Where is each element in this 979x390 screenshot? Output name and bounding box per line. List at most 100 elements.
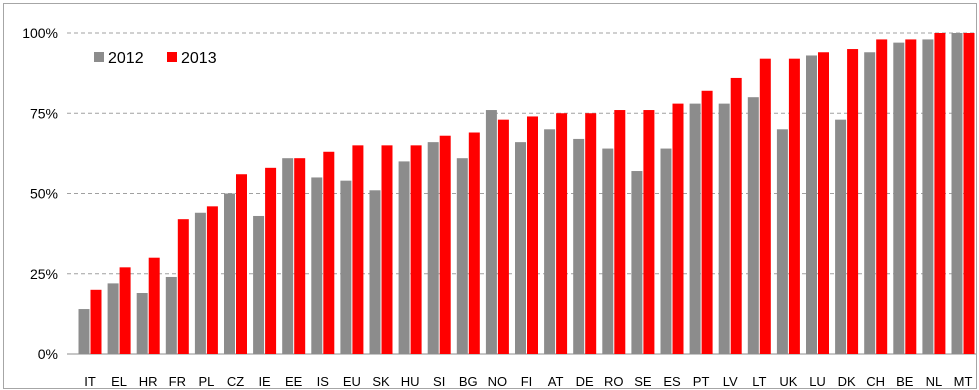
legend: 2012 2013 xyxy=(94,50,217,67)
legend-swatch-2013 xyxy=(167,52,177,62)
x-tick-label: SE xyxy=(634,374,652,389)
bar-2012-BE xyxy=(893,42,905,354)
x-tick-label: PL xyxy=(198,374,214,389)
x-tick-label: FI xyxy=(521,374,533,389)
bar-2013-UK xyxy=(788,58,800,355)
bar-2013-DK xyxy=(847,49,859,355)
bar-2013-EU xyxy=(352,145,364,354)
legend-label-2012: 2012 xyxy=(108,50,144,67)
x-tick-label: LT xyxy=(752,374,766,389)
bar-2012-IE xyxy=(253,215,265,354)
bar-2013-PT xyxy=(701,90,713,354)
x-tick-label: UK xyxy=(779,374,797,389)
bar-2012-RO xyxy=(602,148,614,354)
bar-2012-LT xyxy=(747,97,759,354)
bars xyxy=(78,33,975,355)
bar-2013-FR xyxy=(177,219,189,354)
x-tick-label: SK xyxy=(372,374,390,389)
bar-2013-HU xyxy=(410,145,422,354)
bar-2013-LT xyxy=(759,58,771,355)
y-tick-label: 0% xyxy=(38,346,58,362)
x-tick-label: EE xyxy=(285,374,303,389)
x-tick-label: PT xyxy=(693,374,710,389)
x-axis-labels: IT EL HR FR PL CZ IE EE IS EU SK HU SI BG NO FI AT DE RO SE… xyxy=(84,374,972,389)
bar-2012-IS xyxy=(311,177,323,354)
y-tick-label: 100% xyxy=(22,25,58,41)
bar-2013-HR xyxy=(148,257,160,354)
bar-2013-DE xyxy=(585,113,597,354)
bar-2012-CZ xyxy=(224,193,235,354)
bar-2012-ES xyxy=(660,148,672,354)
y-tick-label: 50% xyxy=(30,186,58,202)
bar-2013-IS xyxy=(323,151,335,354)
bar-2012-HR xyxy=(136,293,148,354)
y-tick-label: 25% xyxy=(30,266,58,282)
bar-2012-HU xyxy=(398,161,410,354)
x-tick-label: BE xyxy=(896,374,914,389)
bar-2012-NL xyxy=(922,39,934,355)
bar-2013-CZ xyxy=(236,174,247,354)
bar-2012-UK xyxy=(776,129,788,354)
x-tick-label: EU xyxy=(343,374,361,389)
x-tick-label: CH xyxy=(866,374,885,389)
bar-2013-LV xyxy=(730,77,742,354)
x-tick-label: IS xyxy=(317,374,330,389)
x-tick-label: CZ xyxy=(227,374,244,389)
x-tick-label: DK xyxy=(838,374,856,389)
x-tick-label: FR xyxy=(169,374,186,389)
x-tick-label: MT xyxy=(954,374,973,389)
bar-2013-MT xyxy=(963,33,975,354)
bar-2013-NL xyxy=(934,33,946,354)
bar-2012-EE xyxy=(282,158,294,354)
bar-2013-ES xyxy=(672,103,684,355)
x-tick-label: DE xyxy=(576,374,594,389)
x-tick-label: NL xyxy=(926,374,943,389)
bar-2013-BG xyxy=(468,132,480,354)
x-tick-label: BG xyxy=(459,374,478,389)
x-tick-label: SI xyxy=(433,374,445,389)
bar-2012-LV xyxy=(718,103,730,355)
x-tick-label: HU xyxy=(401,374,420,389)
bar-2013-FI xyxy=(527,116,538,355)
bar-2013-NO xyxy=(497,119,509,354)
bar-2012-PL xyxy=(194,212,206,354)
x-tick-label: EL xyxy=(111,374,127,389)
bar-2013-CH xyxy=(876,39,888,355)
bar-2012-NO xyxy=(485,110,497,354)
bar-2012-PT xyxy=(689,103,701,355)
x-tick-label: HR xyxy=(139,374,158,389)
bar-2013-RO xyxy=(614,110,626,354)
bar-2012-FR xyxy=(165,276,177,354)
bar-2013-LU xyxy=(818,52,829,354)
bar-2013-SE xyxy=(643,110,655,354)
bar-2013-IT xyxy=(90,289,102,354)
y-axis-labels: 0% 25% 50% 75% 100% xyxy=(22,25,58,362)
bar-2013-AT xyxy=(556,113,568,354)
legend-label-2013: 2013 xyxy=(181,50,217,67)
bar-2012-SI xyxy=(427,142,439,354)
bar-2012-EL xyxy=(107,283,119,354)
bar-2013-SK xyxy=(381,145,393,354)
bar-2012-LU xyxy=(806,55,817,354)
x-tick-label: IT xyxy=(84,374,96,389)
bar-2012-FI xyxy=(515,142,526,354)
bar-2012-IT xyxy=(78,309,90,354)
bar-2012-MT xyxy=(951,33,963,354)
bar-2012-EU xyxy=(340,180,352,354)
bar-2013-EL xyxy=(119,267,131,354)
bar-2012-DE xyxy=(573,138,585,354)
bar-2013-SI xyxy=(439,135,451,354)
x-tick-label: ES xyxy=(663,374,681,389)
bar-2012-CH xyxy=(864,52,876,354)
x-tick-label: LV xyxy=(723,374,738,389)
x-tick-label: IE xyxy=(258,374,271,389)
bar-2013-BE xyxy=(905,39,917,355)
bar-2013-PL xyxy=(206,206,218,354)
bar-2013-IE xyxy=(265,167,277,354)
bar-2012-AT xyxy=(544,129,556,354)
legend-swatch-2012 xyxy=(94,52,104,62)
bar-2012-SK xyxy=(369,190,381,354)
bar-2012-DK xyxy=(835,119,847,354)
x-tick-label: AT xyxy=(548,374,564,389)
